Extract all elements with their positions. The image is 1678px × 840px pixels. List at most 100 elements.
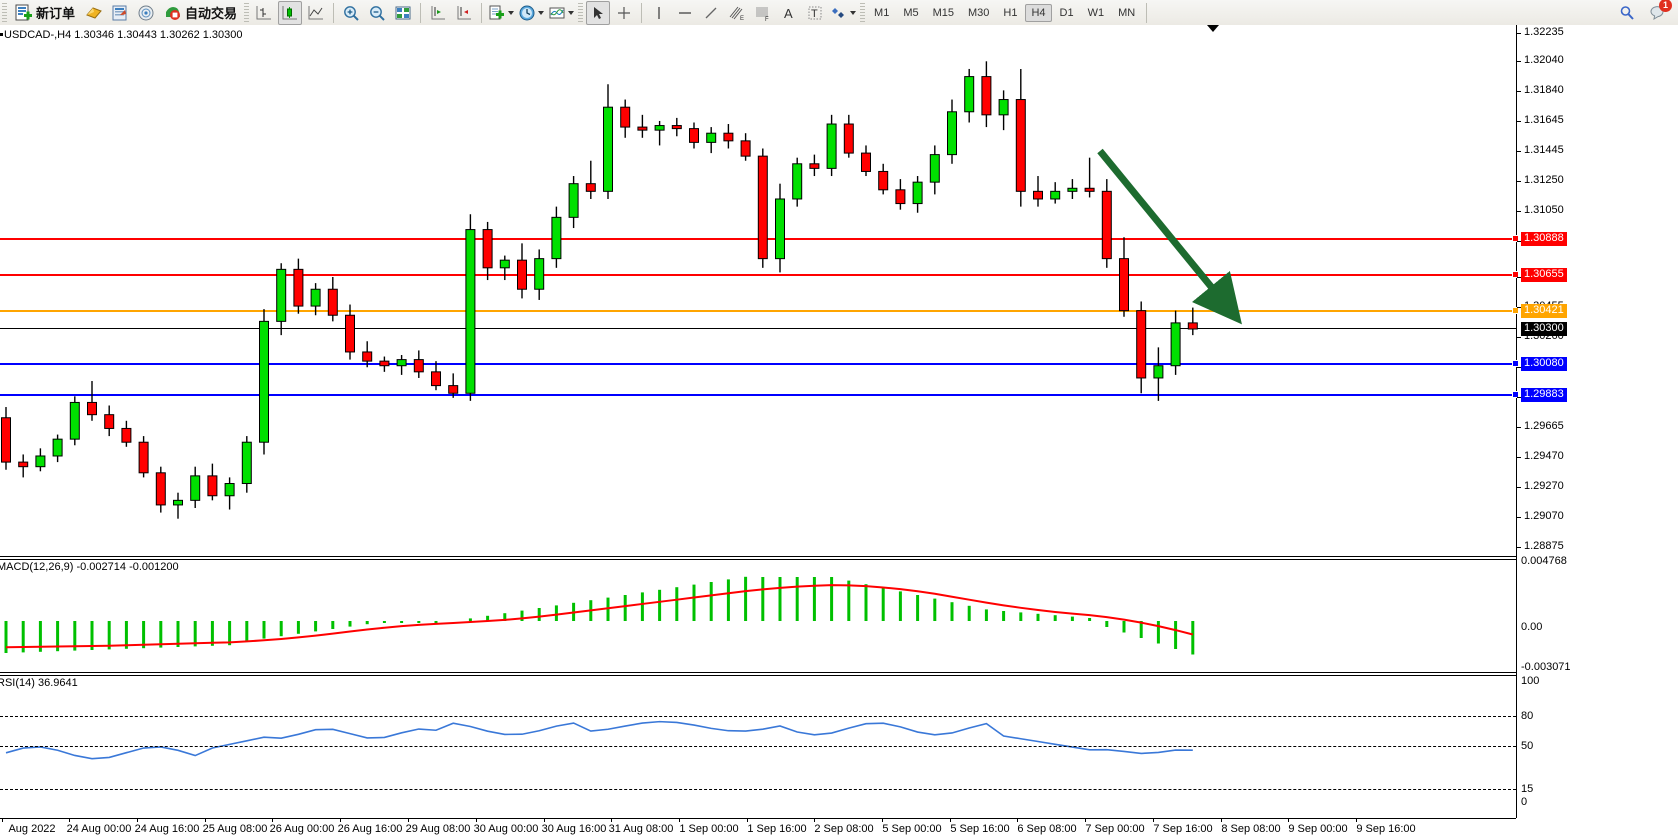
vertical-line-button[interactable] bbox=[647, 1, 671, 25]
period-d1[interactable]: D1 bbox=[1059, 6, 1074, 19]
search-button[interactable] bbox=[1615, 1, 1639, 25]
new-order-button[interactable]: 新订单 bbox=[10, 1, 80, 25]
svg-text:F: F bbox=[765, 17, 769, 22]
search-icon bbox=[1620, 5, 1634, 20]
level-line-resistance-1[interactable] bbox=[0, 238, 1516, 240]
text-label-button[interactable]: T bbox=[803, 1, 827, 25]
indicators-button[interactable] bbox=[547, 1, 575, 25]
time-tick bbox=[747, 818, 748, 822]
auto-scroll-icon bbox=[457, 5, 472, 19]
down-trend-arrow[interactable] bbox=[0, 25, 1516, 556]
time-tick bbox=[340, 818, 341, 822]
level-line-pivot[interactable] bbox=[0, 310, 1516, 312]
chart-window-icon bbox=[395, 6, 411, 19]
time-axis-label: 9 Sep 00:00 bbox=[1288, 823, 1348, 835]
price-tag-support-2[interactable]: 1.29883 bbox=[1521, 388, 1567, 402]
expert-advisor-icon bbox=[86, 6, 102, 19]
price-axis-label: 1.29270 bbox=[1524, 480, 1564, 492]
vertical-line-icon bbox=[658, 6, 660, 19]
trendline-button[interactable] bbox=[699, 1, 723, 25]
crosshair-button[interactable] bbox=[612, 1, 636, 25]
zoom-out-button[interactable] bbox=[365, 1, 389, 25]
template-button[interactable] bbox=[487, 1, 515, 25]
period-h1[interactable]: H1 bbox=[1003, 6, 1018, 19]
price-tick bbox=[1517, 487, 1521, 488]
horizontal-line-button[interactable] bbox=[673, 1, 697, 25]
time-axis-label: 8 Sep 08:00 bbox=[1221, 823, 1281, 835]
period-mn[interactable]: MN bbox=[1118, 6, 1136, 19]
price-tick bbox=[1517, 397, 1521, 398]
price-axis-label: 1.29665 bbox=[1524, 420, 1564, 432]
line-chart-button[interactable] bbox=[304, 1, 328, 25]
level-line-resistance-2[interactable] bbox=[0, 274, 1516, 276]
horizontal-line-icon bbox=[679, 11, 692, 14]
period-dropdown-caret[interactable] bbox=[538, 10, 545, 15]
data-window-button[interactable] bbox=[108, 1, 132, 25]
price-axis-line bbox=[1516, 25, 1517, 818]
periods-grip[interactable] bbox=[860, 2, 866, 23]
chart-type-grip[interactable] bbox=[244, 2, 250, 23]
level-handle-support-1[interactable] bbox=[1512, 360, 1519, 367]
period-h4[interactable]: H4 bbox=[1025, 3, 1052, 22]
equidistant-channel-button[interactable]: E bbox=[725, 1, 749, 25]
time-axis-label: 1 Sep 00:00 bbox=[679, 823, 739, 835]
toolbar-right-group: 1 bbox=[1614, 0, 1678, 25]
level-handle-support-2[interactable] bbox=[1512, 391, 1519, 398]
fibonacci-button[interactable]: F bbox=[751, 1, 775, 25]
candlestick-chart-button[interactable] bbox=[278, 0, 303, 25]
rsi-axis-label: 50 bbox=[1521, 740, 1534, 752]
price-tag-pivot[interactable]: 1.30421 bbox=[1521, 304, 1567, 318]
data-window-icon bbox=[112, 5, 127, 20]
period-m15[interactable]: M15 bbox=[932, 6, 954, 19]
level-line-support-1[interactable] bbox=[0, 363, 1516, 365]
level-handle-pivot[interactable] bbox=[1512, 307, 1519, 314]
autotrade-button[interactable]: 自动交易 bbox=[160, 1, 241, 25]
toolbar-separator-3 bbox=[481, 2, 483, 23]
chart-shift-button[interactable] bbox=[426, 1, 450, 25]
toolbar-separator-4 bbox=[641, 2, 643, 23]
new-order-icon bbox=[15, 4, 32, 20]
level-handle-resistance-1[interactable] bbox=[1512, 235, 1519, 242]
panel-separator-macd-bottom bbox=[0, 672, 1516, 673]
period-m30[interactable]: M30 bbox=[968, 6, 990, 19]
chart-window-button[interactable] bbox=[391, 1, 415, 25]
tools-grip[interactable] bbox=[578, 2, 584, 23]
period-button[interactable] bbox=[517, 1, 545, 25]
navigator-button[interactable] bbox=[134, 1, 158, 25]
time-tick bbox=[679, 818, 680, 822]
time-axis-label: 24 Aug 00:00 bbox=[66, 823, 132, 835]
time-tick bbox=[205, 818, 206, 822]
shapes-dropdown-caret[interactable] bbox=[850, 10, 857, 15]
crosshair-icon bbox=[618, 6, 631, 19]
text-button[interactable]: A bbox=[777, 1, 801, 25]
quote-bullet bbox=[0, 33, 3, 36]
expert-advisor-button[interactable] bbox=[82, 1, 106, 25]
template-dropdown-caret[interactable] bbox=[508, 10, 515, 15]
price-tick bbox=[1517, 517, 1521, 518]
period-m5[interactable]: M5 bbox=[903, 6, 919, 19]
indicators-dropdown-caret[interactable] bbox=[568, 10, 575, 15]
price-tick bbox=[1517, 151, 1521, 152]
price-tag-support-1[interactable]: 1.30080 bbox=[1521, 357, 1567, 371]
toolbar-grip[interactable] bbox=[2, 2, 7, 23]
indicators-icon bbox=[549, 7, 565, 18]
period-m1[interactable]: M1 bbox=[874, 6, 890, 19]
price-tag-resistance-2[interactable]: 1.30655 bbox=[1521, 268, 1567, 282]
zoom-in-button[interactable] bbox=[339, 1, 363, 25]
cursor-button[interactable] bbox=[586, 0, 611, 25]
shapes-button[interactable] bbox=[829, 1, 857, 25]
period-w1[interactable]: W1 bbox=[1087, 6, 1105, 19]
notification-button[interactable]: 1 bbox=[1647, 0, 1672, 25]
level-line-support-2[interactable] bbox=[0, 394, 1516, 396]
bar-chart-button[interactable] bbox=[252, 1, 276, 25]
chart-area[interactable]: USDCAD-,H4 1.30346 1.30443 1.30262 1.303… bbox=[0, 25, 1678, 840]
price-tag-resistance-1[interactable]: 1.30888 bbox=[1521, 232, 1567, 246]
level-line-current-price bbox=[0, 328, 1516, 329]
auto-scroll-button[interactable] bbox=[452, 1, 476, 25]
rsi-axis-label: 0 bbox=[1521, 796, 1528, 808]
level-handle-resistance-2[interactable] bbox=[1512, 271, 1519, 278]
notification-count: 1 bbox=[1659, 0, 1672, 12]
price-tag-current[interactable]: 1.30300 bbox=[1521, 322, 1567, 336]
price-tick bbox=[1517, 457, 1521, 458]
macd-axis-label: -0.003071 bbox=[1521, 661, 1571, 673]
